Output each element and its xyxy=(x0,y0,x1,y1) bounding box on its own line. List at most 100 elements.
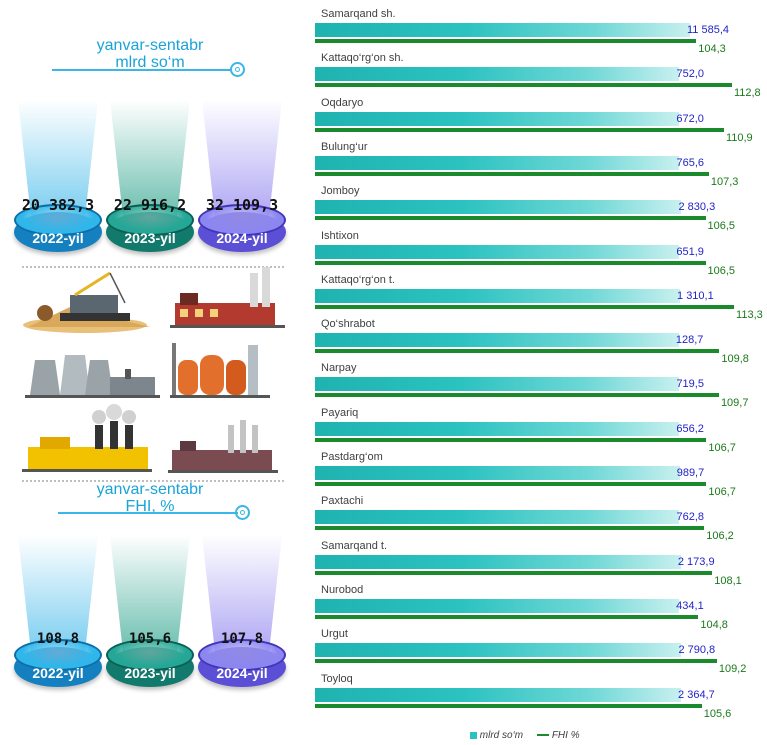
index-value-label: 106,7 xyxy=(708,486,736,498)
volume-value-label: 2 790,8 xyxy=(678,644,716,657)
volume-podium-top xyxy=(14,204,102,236)
volume-value-label: 656,2 xyxy=(676,422,704,435)
region-label: Jomboy xyxy=(321,185,360,198)
region-label: Samarqand t. xyxy=(321,539,388,552)
index-value-label: 107,3 xyxy=(710,175,739,188)
volume-bar xyxy=(315,155,680,170)
index-bar xyxy=(315,526,705,531)
index-bar xyxy=(315,260,706,265)
divider-bottom xyxy=(22,480,284,482)
volume-caption-line1: yanvar-sentabr xyxy=(96,37,204,54)
volume-bar xyxy=(315,510,680,525)
index-bar xyxy=(315,614,699,619)
volume-value-label: 2 830,3 xyxy=(678,201,716,214)
index-podium-top xyxy=(14,639,102,671)
index-value-label: 113,3 xyxy=(736,308,763,321)
power-plant-cooling-towers-icon xyxy=(25,355,160,398)
legend-label-index: FHI % xyxy=(551,730,580,741)
volume-value: 32 109,3 xyxy=(205,196,279,214)
volume-bar xyxy=(315,288,681,303)
index-bar xyxy=(315,659,717,664)
index-year-label: 2024-yil xyxy=(216,665,268,681)
yellow-factory-smoke-icon xyxy=(22,404,152,472)
mining-excavator-icon xyxy=(23,271,150,333)
volume-value-label: 11 585,4 xyxy=(687,24,730,36)
volume-bar xyxy=(315,466,680,480)
chart-legend: mlrd so‘m FHI % xyxy=(470,730,580,741)
index-bar xyxy=(315,703,702,708)
index-value-label: 106,5 xyxy=(707,220,736,233)
index-caption: yanvar-sentabr FHI, % xyxy=(60,481,240,515)
chemical-plant-icon xyxy=(168,420,278,473)
index-value-label: 106,5 xyxy=(707,264,736,277)
index-year-label: 2022-yil xyxy=(32,665,84,681)
volume-bar xyxy=(315,200,682,215)
volume-value-label: 752,0 xyxy=(676,68,704,81)
volume-bar xyxy=(315,333,679,348)
region-label: Kattaqo‘rg‘on sh. xyxy=(321,52,404,65)
index-value-label: 109,8 xyxy=(721,353,749,366)
volume-podium-top xyxy=(198,204,286,236)
index-bar xyxy=(315,482,707,486)
region-label: Samarqand sh. xyxy=(321,8,396,20)
region-label: Urgut xyxy=(321,628,348,641)
volume-bar xyxy=(315,421,680,436)
industry-illustrations xyxy=(22,267,285,473)
volume-value: 22 916,2 xyxy=(113,196,187,214)
volume-bar xyxy=(315,598,680,613)
index-value: 105,6 xyxy=(128,631,172,647)
volume-bar xyxy=(315,687,682,702)
index-value-label: 112,8 xyxy=(733,87,761,100)
summary-panel: yanvar-sentabr mlrd so‘m 20 382,3 2022-yi… xyxy=(0,0,305,745)
volume-value-label: 2 364,7 xyxy=(678,688,715,701)
volume-caption: yanvar-sentabr mlrd so‘m xyxy=(60,37,240,71)
volume-bar xyxy=(315,554,681,569)
index-caption-line1: yanvar-sentabr xyxy=(96,481,204,498)
region-label: Nurobod xyxy=(321,583,364,596)
volume-caption-line2: mlrd so‘m xyxy=(115,54,185,71)
index-value-label: 105,6 xyxy=(703,707,732,720)
index-caption-line xyxy=(58,512,238,514)
volume-caption-ring-icon xyxy=(230,62,245,77)
volume-bar xyxy=(315,67,680,82)
volume-bar xyxy=(315,111,680,126)
volume-value-label: 2 173,9 xyxy=(677,555,715,568)
index-bar xyxy=(315,127,724,132)
region-label: Bulung‘ur xyxy=(321,140,368,153)
volume-bar xyxy=(315,244,680,259)
volume-bar xyxy=(315,23,690,37)
index-caption-line2: FHI, % xyxy=(125,498,175,515)
volume-podium-top xyxy=(106,204,194,236)
index-bar xyxy=(315,171,709,176)
index-value-label: 110,9 xyxy=(725,131,753,144)
index-bar xyxy=(315,437,707,442)
legend-label-volume: mlrd so‘m xyxy=(479,730,524,741)
district-chart: Samarqand sh. 11 585,4 104,3 Kattaqo‘rg‘on … xyxy=(305,0,767,745)
index-value-label: 104,8 xyxy=(700,618,728,631)
volume-bar xyxy=(315,377,680,392)
volume-value-label: 989,7 xyxy=(676,467,705,479)
index-value-label: 109,7 xyxy=(720,397,749,410)
volume-caption-line xyxy=(52,69,232,71)
index-value-label: 106,2 xyxy=(706,530,734,543)
region-label: Pastdarg‘om xyxy=(321,451,383,463)
index-bar xyxy=(315,39,697,43)
legend-swatch-index xyxy=(537,734,550,737)
index-bar xyxy=(315,349,720,354)
index-value-label: 106,7 xyxy=(708,441,736,454)
index-podium-top xyxy=(106,639,194,671)
volume-value-label: 434,1 xyxy=(676,599,704,612)
index-podium-top xyxy=(198,639,286,671)
volume-year-label: 2022-yil xyxy=(32,230,84,246)
index-bar xyxy=(315,304,735,309)
volume-bar xyxy=(315,643,682,658)
divider-top xyxy=(22,266,284,268)
region-label: Qo‘shrabot xyxy=(321,318,375,331)
region-label: Ishtixon xyxy=(321,229,359,242)
volume-value-label: 762,8 xyxy=(676,511,705,524)
region-label: Oqdaryo xyxy=(321,96,364,109)
region-label: Kattaqo‘rg‘on t. xyxy=(321,273,395,286)
index-value-label: 104,3 xyxy=(698,43,726,55)
region-label: Toyloq xyxy=(321,672,353,685)
index-caption-ring-icon xyxy=(235,505,250,520)
